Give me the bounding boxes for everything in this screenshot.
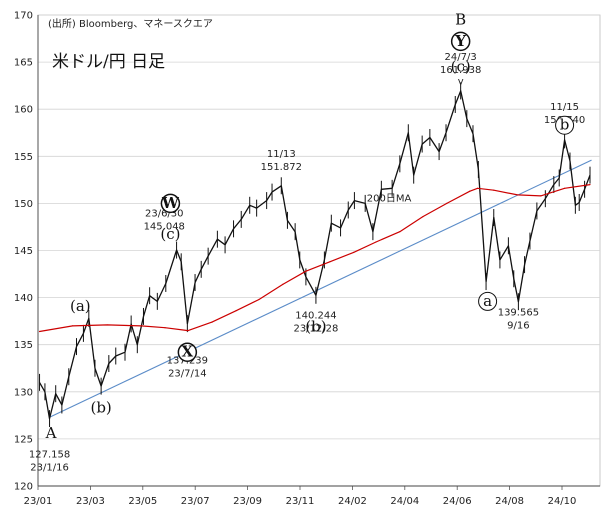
wave-label: (b) — [305, 318, 326, 336]
ma200-point — [282, 283, 284, 286]
ma200-point — [375, 241, 377, 243]
y-tick-label: 125 — [14, 434, 33, 445]
y-tick-label: 170 — [14, 11, 33, 22]
y-tick-label: 120 — [14, 482, 33, 493]
y-tick-label: 130 — [14, 387, 33, 398]
ma200-point — [476, 187, 479, 189]
y-tick-label: 160 — [14, 105, 33, 116]
y-tick-label: 140 — [14, 293, 33, 304]
wave-circle-label: X — [182, 343, 194, 361]
x-tick-label: 23/05 — [128, 496, 157, 507]
x-tick-label: 24/02 — [338, 496, 367, 507]
wave-circle-label: b — [560, 116, 570, 134]
ma200-point — [235, 310, 237, 312]
x-tick-label: 24/04 — [390, 496, 419, 507]
x-tick-label: 24/10 — [548, 496, 577, 507]
wave-label: (c) — [451, 58, 471, 76]
source-label: (出所) Bloomberg、マネースクエア — [48, 17, 213, 30]
ma200-point — [563, 187, 566, 189]
ma200-point — [305, 270, 307, 272]
price-annotation: 127.158 — [29, 450, 70, 461]
ma200-point — [72, 325, 74, 327]
x-tick-label: 23/07 — [181, 496, 210, 507]
price-annotation: 139.565 — [498, 307, 539, 318]
ma200-point — [422, 215, 424, 218]
x-tick-label: 23/11 — [286, 496, 315, 507]
wave-mark: v — [458, 77, 464, 88]
ma200-point — [493, 189, 495, 191]
ma200-point — [469, 190, 471, 192]
price-annotation: 23/7/14 — [168, 369, 207, 380]
chart-title: 米ドル/円 日足 — [52, 52, 165, 72]
wave-label: A — [45, 424, 57, 442]
y-tick-label: 150 — [14, 199, 33, 210]
ma200-point — [164, 327, 166, 329]
wave-circle — [555, 115, 575, 135]
price-annotation: 11/13 — [267, 149, 296, 160]
y-tick-label: 145 — [14, 246, 33, 257]
price-annotation: 9/16 — [507, 320, 529, 331]
wave-label: B — [455, 10, 466, 28]
price-annotation: 140.244 — [295, 310, 336, 321]
wave-circle — [160, 193, 181, 214]
wave-circle — [450, 31, 471, 52]
ma200-point — [589, 183, 591, 186]
wave-label: (a) — [70, 297, 91, 315]
ma200-point — [106, 324, 108, 326]
wave-circle-label: Y — [454, 32, 466, 50]
trendline — [49, 159, 592, 418]
x-tick-label: 24/08 — [495, 496, 524, 507]
ma200-point — [517, 194, 519, 196]
price-annotation: 145.048 — [144, 222, 185, 233]
price-annotation: 23/1/16 — [30, 463, 69, 474]
price-annotation: 151.872 — [261, 162, 302, 173]
y-tick-label: 135 — [14, 340, 33, 351]
ma200-point — [540, 195, 542, 197]
ma-label: 200日MA — [367, 194, 412, 205]
wave-circle — [478, 291, 498, 311]
y-tick-label: 155 — [14, 152, 33, 163]
wave-circle-label: W — [161, 194, 180, 212]
x-tick-label: 23/09 — [233, 496, 262, 507]
ma200-point — [211, 321, 213, 323]
x-tick-label: 23/03 — [76, 496, 105, 507]
price-annotation: 11/15 — [550, 102, 579, 113]
price-annotation: 23/6/30 — [145, 209, 184, 220]
x-tick-label: 24/06 — [443, 496, 472, 507]
wave-circle-label: a — [483, 292, 492, 310]
wave-label: (b) — [90, 399, 111, 417]
price-annotation: 24/7/3 — [445, 52, 477, 63]
ma200-point — [140, 325, 142, 327]
wave-circle — [177, 342, 198, 362]
ma200-point — [399, 231, 401, 233]
wave-label: (c) — [160, 225, 180, 243]
price-annotation: 23/12/28 — [293, 323, 338, 334]
x-tick-label: 23/01 — [24, 496, 53, 507]
ma200-line — [39, 184, 591, 333]
ma200-point — [187, 329, 189, 332]
y-tick-label: 165 — [14, 58, 33, 69]
ma200-point — [353, 251, 355, 253]
ma200-point — [446, 202, 448, 204]
ma200-point — [329, 261, 331, 263]
ma200-point — [258, 298, 260, 301]
ma200-point — [38, 330, 41, 333]
price-annotation: 161.938 — [440, 65, 481, 76]
